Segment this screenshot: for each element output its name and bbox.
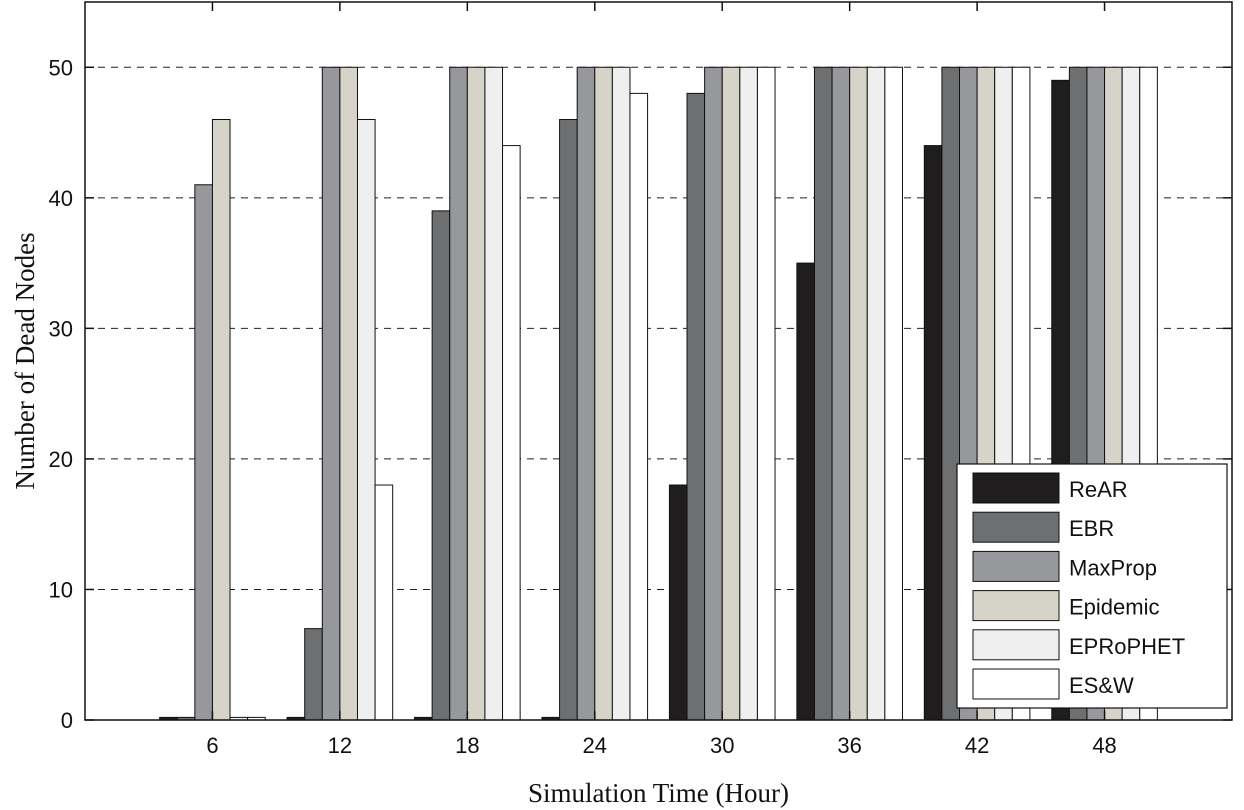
x-tick-label: 24 — [583, 733, 607, 758]
y-tick-label: 20 — [49, 447, 73, 472]
bar-rear-36 — [796, 262, 815, 721]
x-tick-label: 48 — [1092, 733, 1116, 758]
y-axis-title: Number of Dead Nodes — [10, 232, 40, 489]
legend-label: ReAR — [1069, 477, 1128, 502]
bar-eprophet-24 — [611, 66, 631, 721]
x-tick-label: 36 — [837, 733, 861, 758]
legend-swatch-ebr — [972, 511, 1060, 543]
bar-epidemic-12 — [339, 66, 358, 721]
x-tick-label: 42 — [965, 733, 989, 758]
legend: ReAR EBR MaxProp Epidemic EPRoPHET ES&W — [956, 463, 1228, 709]
legend-swatch-maxprop — [972, 550, 1060, 582]
bar-eprophet-12 — [356, 118, 376, 721]
bar-maxprop-24 — [576, 66, 596, 721]
bar-maxprop-6 — [194, 184, 213, 721]
bar-ebr-24 — [559, 118, 578, 721]
x-tick-label: 30 — [710, 733, 734, 758]
legend-swatch-rear — [972, 472, 1060, 504]
ticks: 0 10 20 30 40 50 6 12 18 24 30 36 42 48 — [49, 2, 1232, 758]
legend-label: MaxProp — [1069, 555, 1157, 580]
bar-es-w-30 — [756, 66, 776, 721]
legend-box — [956, 463, 1228, 709]
bar-es-w-12 — [374, 484, 394, 721]
legend-swatch-es-w — [972, 668, 1060, 700]
y-tick-label: 10 — [49, 577, 73, 602]
bar-es-w-18 — [502, 145, 521, 721]
plot-frame — [84, 1, 1233, 721]
bar-ebr-18 — [431, 210, 451, 721]
bar-maxprop-30 — [704, 66, 723, 721]
bar-es-w-36 — [884, 66, 903, 721]
bar-epidemic-30 — [721, 66, 741, 721]
legend-label: ES&W — [1069, 673, 1134, 698]
bar-rear-42 — [923, 145, 943, 721]
bar-ebr-36 — [813, 66, 833, 721]
x-tick-label: 12 — [328, 733, 352, 758]
legend-label: EPRoPHET — [1069, 634, 1185, 659]
bar-ebr-30 — [686, 92, 706, 721]
bar-eprophet-30 — [739, 66, 758, 721]
bar-eprophet-36 — [866, 66, 886, 721]
x-tick-label: 6 — [206, 733, 218, 758]
bar-ebr-12 — [304, 628, 323, 721]
x-axis-title: Simulation Time (Hour) — [528, 778, 789, 808]
bar-epidemic-24 — [594, 66, 613, 721]
bar-maxprop-18 — [449, 66, 468, 721]
bar-epidemic-36 — [849, 66, 868, 721]
y-tick-label: 0 — [61, 708, 73, 733]
bar-es-w-24 — [629, 92, 649, 721]
legend-swatch-eprophet — [972, 629, 1060, 661]
bar-eprophet-18 — [484, 66, 504, 721]
bar-epidemic-18 — [466, 66, 486, 721]
bar-epidemic-6 — [211, 118, 231, 721]
legend-label: EBR — [1069, 516, 1114, 541]
legend-label: Epidemic — [1069, 595, 1159, 620]
legend-swatch-epidemic — [972, 590, 1060, 622]
bar-maxprop-36 — [831, 66, 851, 721]
bar-maxprop-12 — [321, 66, 341, 721]
x-tick-label: 18 — [455, 733, 479, 758]
bar-rear-30 — [668, 484, 688, 721]
y-tick-label: 30 — [49, 316, 73, 341]
y-tick-label: 50 — [49, 55, 73, 80]
y-tick-label: 40 — [49, 186, 73, 211]
